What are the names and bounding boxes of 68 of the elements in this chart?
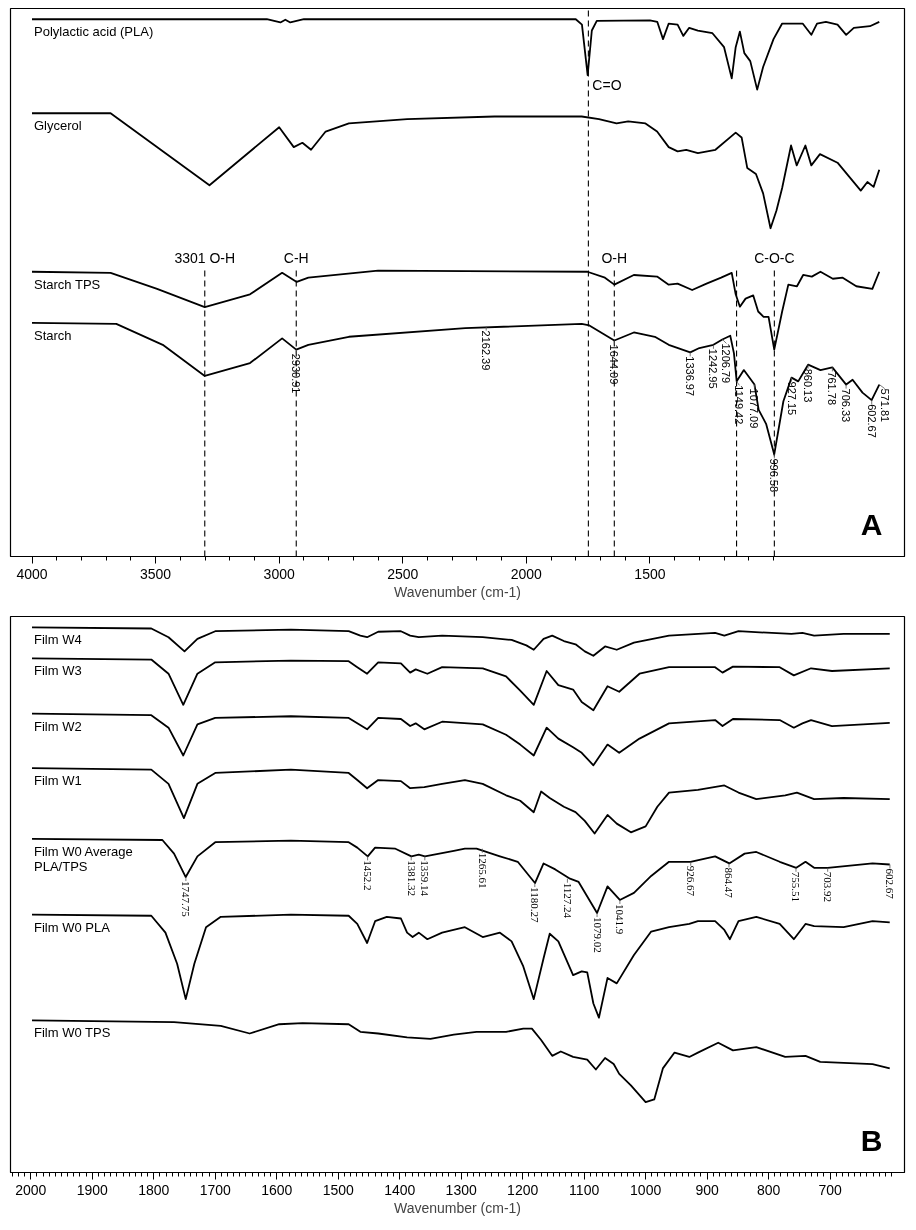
x-tick-label: 2000	[510, 565, 543, 582]
annotation: 1265.61	[476, 852, 489, 889]
x-tick-label: 3500	[140, 565, 172, 582]
series-label: Film W0 PLA	[34, 919, 111, 935]
x-tick-label: 1900	[76, 1181, 109, 1198]
x-tick-label: 900	[695, 1181, 720, 1198]
ref-line-label: C-H	[283, 249, 309, 266]
x-tick-label: 800	[756, 1181, 781, 1198]
series-label: Film W0 Average PLA/TPS	[34, 843, 133, 874]
x-tick-label: 1400	[384, 1181, 416, 1198]
series-label: Starch	[34, 327, 72, 343]
series-label: Film W0 TPS	[34, 1025, 111, 1041]
annotation: 926.67	[685, 865, 698, 897]
annotation: 1452.2	[362, 860, 375, 891]
series-label: Film W1	[34, 773, 82, 789]
series-label: Film W4	[34, 632, 82, 648]
annotation: 1381.32	[405, 860, 418, 897]
annotation: 602.67	[865, 404, 878, 438]
ref-line-label: C-O-C	[754, 249, 795, 266]
x-tick-label: 1800	[138, 1181, 170, 1198]
annotation: 571.81	[878, 388, 891, 423]
ref-line-label: C=O	[592, 77, 622, 94]
annotation: 1041.9	[614, 903, 627, 935]
x-tick-label: 700	[818, 1181, 842, 1198]
annotation: 1336.97	[684, 356, 697, 397]
annotation: 927.15	[785, 381, 798, 416]
series-label: Starch TPS	[34, 276, 101, 292]
x-tick-label: 1600	[261, 1181, 293, 1198]
annotation: 1079.02	[591, 917, 604, 953]
annotation: 860.13	[802, 368, 815, 403]
annotation: 1747.75	[180, 881, 193, 918]
annotation: B	[860, 1123, 883, 1157]
x-axis-title: Wavenumber (cm-1)	[393, 583, 522, 600]
x-tick-label: 1500	[634, 565, 666, 582]
annotation: 1180.27	[529, 887, 542, 923]
series-label: Polylactic acid (PLA)	[34, 24, 154, 40]
annotation: 1644.09	[608, 344, 621, 385]
annotation: A	[860, 507, 883, 541]
annotation: 1127.24	[561, 882, 574, 919]
annotation: 1242.95	[707, 348, 720, 389]
x-tick-label: 2500	[387, 565, 419, 582]
annotation: 1206.79	[720, 343, 733, 384]
x-tick-label: 1300	[445, 1181, 477, 1198]
x-tick-label: 1500	[322, 1181, 354, 1198]
annotation: 996.58	[768, 458, 781, 493]
x-tick-label: 1200	[507, 1181, 539, 1198]
annotation: 1359.14	[419, 860, 432, 897]
annotation: 602.67	[884, 868, 897, 900]
x-tick-label: 1700	[199, 1181, 232, 1198]
x-tick-label: 3000	[263, 565, 295, 582]
annotation: 1149.42	[733, 385, 746, 425]
annotation: 755.51	[790, 871, 803, 903]
x-tick-label: 4000	[16, 565, 48, 582]
ref-line-label: 3301 O-H	[174, 249, 236, 266]
ref-line-label: O-H	[601, 249, 628, 266]
annotation: 2930.91	[290, 353, 303, 394]
series-label: Film W2	[34, 718, 82, 734]
annotation: 864.47	[723, 867, 736, 899]
x-axis-title: Wavenumber (cm-1)	[393, 1199, 522, 1216]
annotation: 2162.39	[480, 330, 493, 371]
annotation: 706.33	[840, 388, 853, 423]
series-label: Glycerol	[34, 118, 82, 134]
series-label: Film W3	[34, 663, 82, 679]
x-tick-label: 1100	[569, 1181, 600, 1198]
annotation: 703.92	[822, 871, 835, 903]
x-tick-label: 1000	[630, 1181, 662, 1198]
annotation: 761.78	[826, 371, 839, 406]
x-tick-label: 2000	[15, 1181, 47, 1198]
